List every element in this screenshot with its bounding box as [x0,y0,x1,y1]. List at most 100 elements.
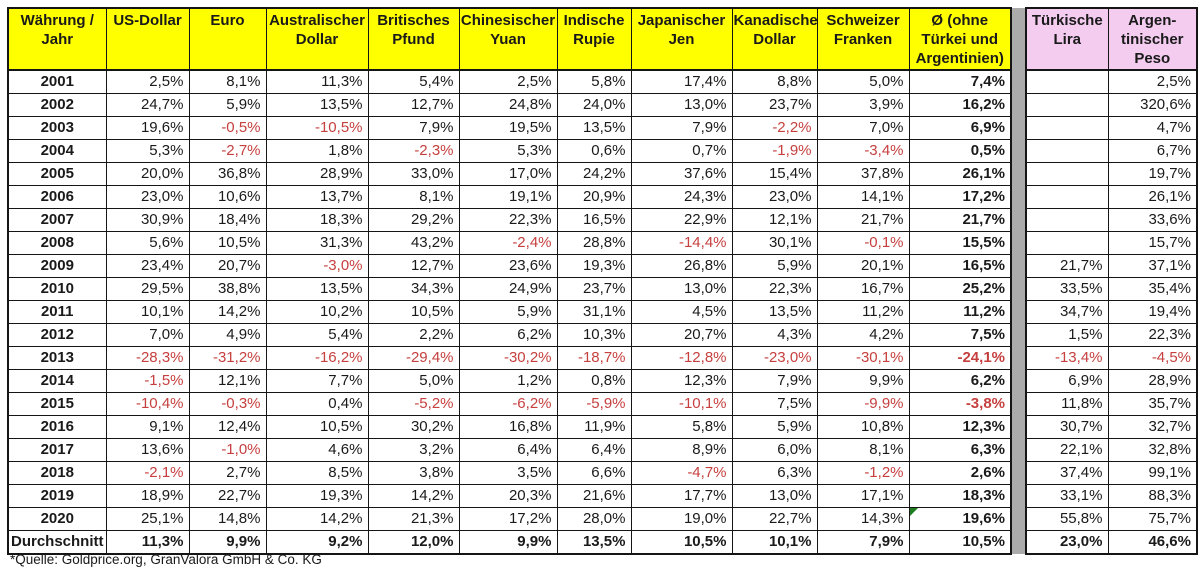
value-cell: 21,7% [1025,254,1109,278]
value-cell: 12,3% [630,369,733,393]
value-cell: 32,7% [1107,415,1198,439]
value-cell: 15,7% [1107,231,1198,255]
value-cell: 5,6% [105,231,190,255]
table-gap [1011,208,1026,232]
value-cell: 1,2% [458,369,558,393]
table-row: 2005 20,0% 36,8% 28,9% 33,0% 17,0% 24,2% 37,6% 1… [7,162,1198,186]
table-gap [1011,392,1026,416]
value-cell: 23,4% [105,254,190,278]
value-cell: 28,9% [1107,369,1198,393]
value-cell: 16,7% [816,277,910,301]
value-cell: 8,1% [367,185,460,209]
value-cell: 12,1% [188,369,267,393]
table-row: 2007 30,9% 18,4% 18,3% 29,2% 22,3% 16,5% 22,9% 1… [7,208,1198,232]
value-cell: 8,5% [265,461,369,485]
value-cell: 15,4% [731,162,818,186]
value-cell: 37,8% [816,162,910,186]
value-cell: 3,9% [816,93,910,117]
value-cell: 9,9% [458,530,558,555]
value-cell: 24,3% [630,185,733,209]
value-cell: 7,9% [630,116,733,140]
value-cell: -30,1% [816,346,910,370]
value-cell: -1,2% [816,461,910,485]
value-cell: 25,2% [908,277,1012,301]
value-cell: 23,7% [556,277,632,301]
value-cell: -28,3% [105,346,190,370]
value-cell: 3,5% [458,461,558,485]
value-cell: 5,8% [556,69,632,94]
value-cell: -18,7% [556,346,632,370]
year-cell: 2009 [7,254,107,278]
value-cell: 24,2% [556,162,632,186]
value-cell [1025,116,1109,140]
table-row: 2008 5,6% 10,5% 31,3% 43,2% -2,4% 28,8% -14,4% 3… [7,231,1198,255]
value-cell: 28,8% [556,231,632,255]
year-cell: 2011 [7,300,107,324]
value-cell: 10,5% [367,300,460,324]
table-gap [1011,438,1026,462]
value-cell: 34,3% [367,277,460,301]
value-cell: 1,5% [1025,323,1109,347]
value-cell: 5,9% [188,93,267,117]
value-cell: 22,7% [188,484,267,508]
value-cell: 6,2% [908,369,1012,393]
value-cell: 7,5% [731,392,818,416]
value-cell: -0,3% [188,392,267,416]
year-cell: 2012 [7,323,107,347]
value-cell: 13,0% [630,277,733,301]
value-cell: 75,7% [1107,507,1198,531]
value-cell: 6,2% [458,323,558,347]
value-cell: 17,4% [630,69,733,94]
year-cell: 2008 [7,231,107,255]
value-cell: 13,5% [731,300,818,324]
value-cell: 19,5% [458,116,558,140]
value-cell: 5,8% [630,415,733,439]
value-cell: 10,6% [188,185,267,209]
value-cell: 33,5% [1025,277,1109,301]
value-cell: 16,2% [908,93,1012,117]
value-cell: 33,6% [1107,208,1198,232]
value-cell: 2,5% [458,69,558,94]
table-row: 2017 13,6% -1,0% 4,6% 3,2% 6,4% 6,4% 8,9% 6,0% 8,… [7,438,1198,462]
average-row: Durchschnitt 11,3% 9,9% 9,2% 12,0% 9,9% 13,5% 1… [7,530,1198,555]
value-cell: 13,5% [556,116,632,140]
value-cell: -3,8% [908,392,1012,416]
value-cell: 21,7% [816,208,910,232]
year-cell: 2019 [7,484,107,508]
table-row: 2019 18,9% 22,7% 19,3% 14,2% 20,3% 21,6% 17,7% 1… [7,484,1198,508]
value-cell: 14,1% [816,185,910,209]
value-cell: 320,6% [1107,93,1198,117]
value-cell: 18,3% [908,484,1012,508]
value-cell: -2,1% [105,461,190,485]
value-cell: -2,7% [188,139,267,163]
year-cell: 2018 [7,461,107,485]
value-cell: 2,2% [367,323,460,347]
value-cell: -10,5% [265,116,369,140]
column-header: Indische Rupie [556,7,632,71]
table-gap [1011,277,1026,301]
value-cell: 22,3% [731,277,818,301]
value-cell: 8,1% [188,69,267,94]
value-cell: 14,3% [816,507,910,531]
value-cell: -6,2% [458,392,558,416]
value-cell: 7,9% [731,369,818,393]
value-cell: 19,6% [105,116,190,140]
value-cell: 17,7% [630,484,733,508]
value-cell: 29,2% [367,208,460,232]
value-cell: 30,1% [731,231,818,255]
value-cell: 12,0% [367,530,460,555]
value-cell: 5,9% [458,300,558,324]
value-cell: 22,3% [458,208,558,232]
value-cell: 6,4% [556,438,632,462]
value-cell [1025,139,1109,163]
value-cell: 4,5% [630,300,733,324]
value-cell: -3,4% [816,139,910,163]
value-cell [1025,162,1109,186]
value-cell: 14,2% [265,507,369,531]
table-gap [1011,162,1026,186]
value-cell: 23,6% [458,254,558,278]
value-cell: 20,7% [630,323,733,347]
year-cell: 2006 [7,185,107,209]
year-cell: 2004 [7,139,107,163]
value-cell: 25,1% [105,507,190,531]
